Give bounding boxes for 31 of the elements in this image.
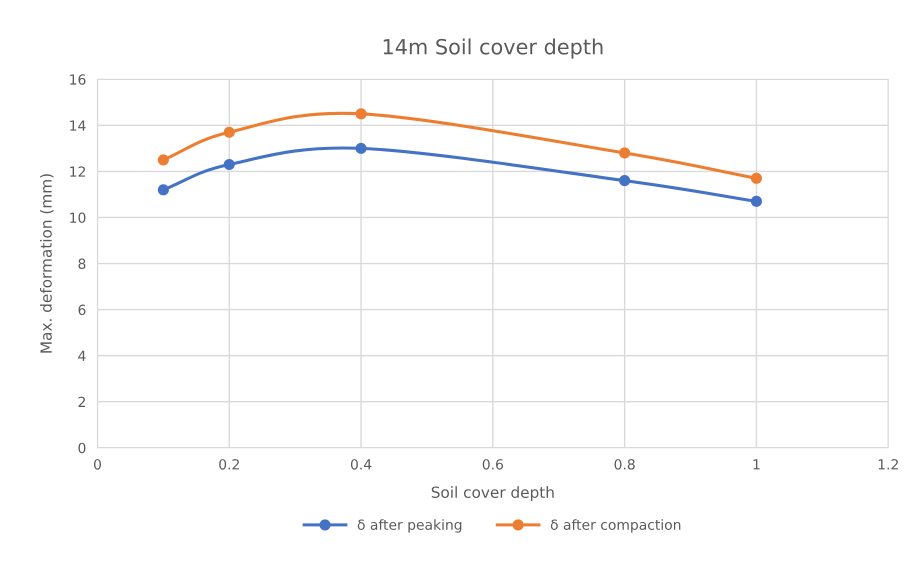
y-tick-label: 2 bbox=[78, 396, 85, 407]
y-tick-label: 12 bbox=[70, 166, 85, 177]
x-tick-label: 0.6 bbox=[482, 459, 504, 470]
x-tick-label: 0.8 bbox=[614, 459, 635, 470]
point bbox=[356, 142, 367, 154]
x-tick-label: 0.4 bbox=[350, 459, 372, 470]
y-tick-label: 6 bbox=[78, 304, 86, 316]
point bbox=[356, 108, 367, 120]
point bbox=[750, 172, 762, 184]
y-tick-label: 14 bbox=[70, 120, 86, 131]
x-tick-label: 1 bbox=[754, 459, 760, 470]
point bbox=[224, 158, 235, 170]
chart-title: 14m Soil cover depth bbox=[384, 38, 602, 59]
x-axis-title: Soil cover depth bbox=[432, 486, 554, 501]
point bbox=[619, 147, 630, 159]
y-tick-label: 0 bbox=[78, 442, 86, 454]
point bbox=[750, 196, 762, 207]
y-tick-label: 8 bbox=[78, 258, 86, 269]
x-tick-label: 0.2 bbox=[219, 459, 239, 470]
x-tick-label: 0 bbox=[94, 459, 101, 470]
legend-label: δ after compaction bbox=[550, 519, 680, 533]
y-tick-label: 16 bbox=[70, 74, 86, 85]
y-axis-title: Max. deformation (mm) bbox=[40, 174, 54, 353]
legend-label: δ after peaking bbox=[358, 519, 462, 533]
y-tick-label: 4 bbox=[78, 350, 86, 361]
point bbox=[158, 154, 169, 166]
point bbox=[619, 175, 630, 186]
point bbox=[158, 184, 169, 196]
point bbox=[224, 126, 235, 138]
y-tick-label: 10 bbox=[70, 212, 86, 223]
x-tick-label: 1.2 bbox=[878, 459, 898, 470]
